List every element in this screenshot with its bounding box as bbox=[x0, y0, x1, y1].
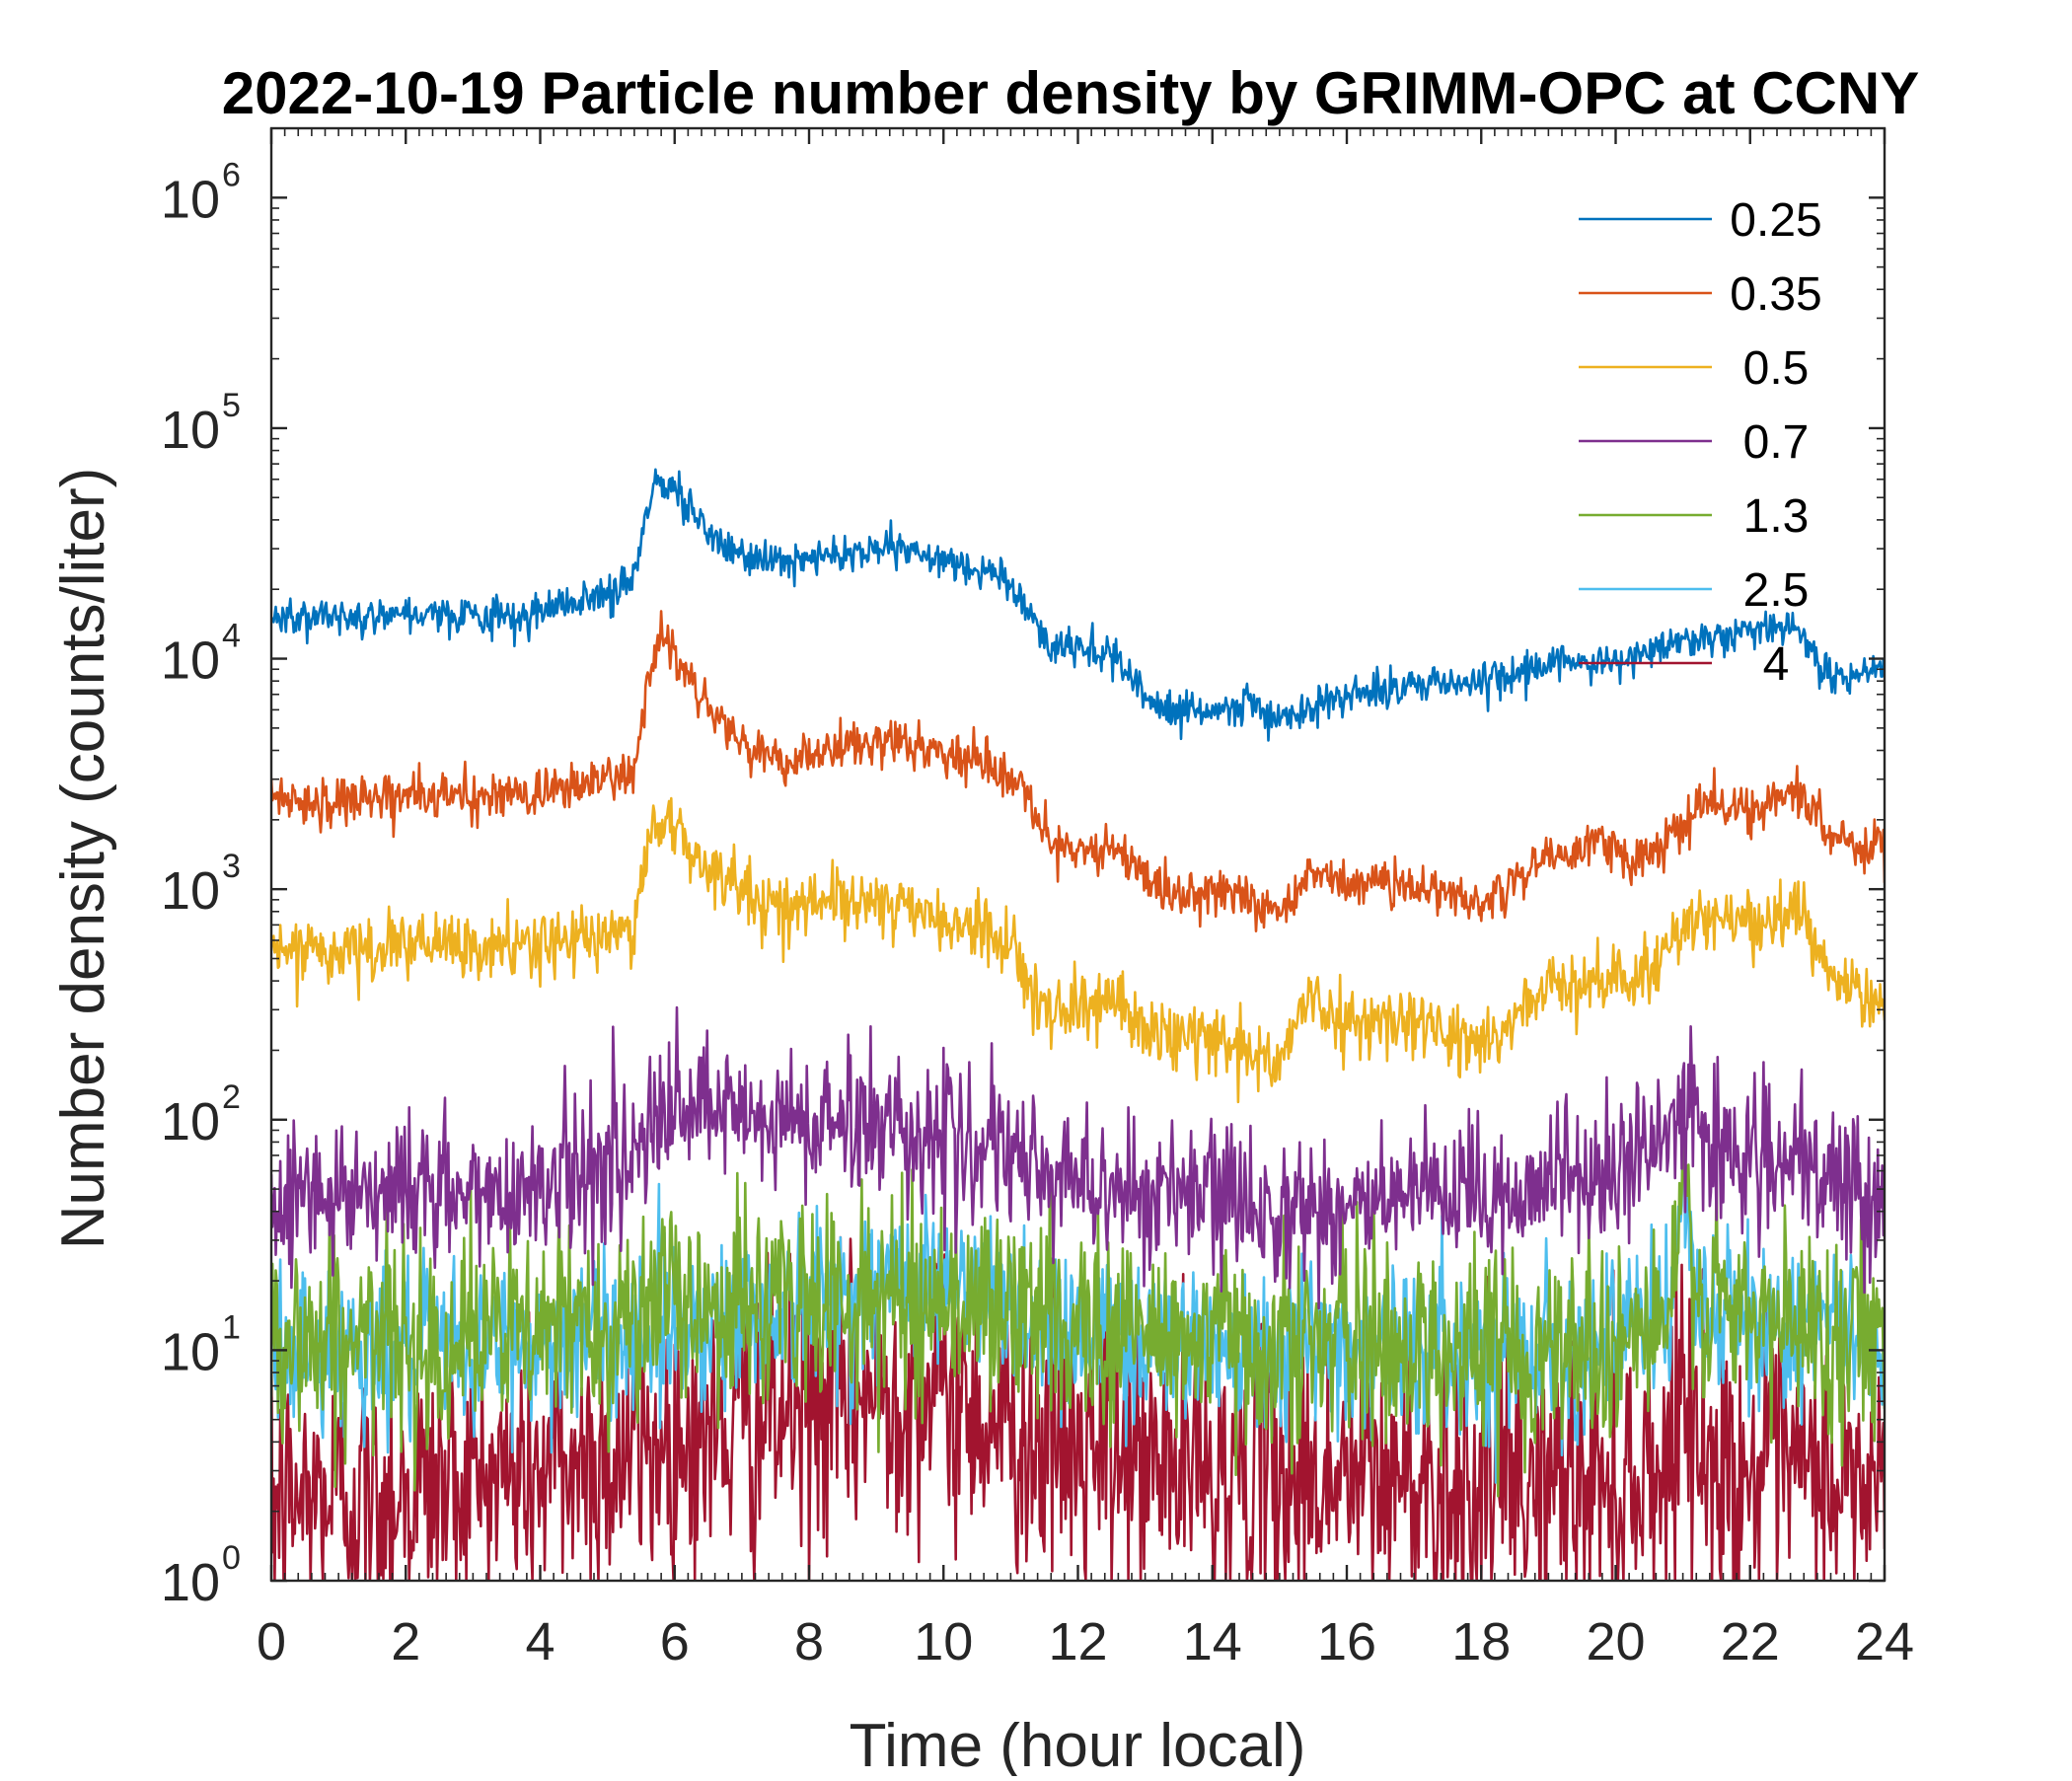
legend-label: 0.35 bbox=[1730, 268, 1821, 321]
legend-label: 2.5 bbox=[1743, 564, 1810, 617]
svg-text:0: 0 bbox=[222, 1539, 241, 1577]
series-line-4 bbox=[271, 1235, 1885, 1581]
legend-entry-1-3: 1.3 bbox=[1579, 490, 1809, 543]
legend-label: 0.25 bbox=[1730, 194, 1821, 247]
x-tick-label: 14 bbox=[1183, 1612, 1242, 1671]
legend-entry-0-35: 0.35 bbox=[1579, 268, 1822, 321]
legend-entry-0-7: 0.7 bbox=[1579, 416, 1809, 469]
x-tick-label: 10 bbox=[914, 1612, 973, 1671]
x-tick-label: 6 bbox=[660, 1612, 690, 1671]
svg-text:6: 6 bbox=[222, 156, 241, 193]
series-lines bbox=[271, 468, 1885, 1581]
x-tick-label: 12 bbox=[1048, 1612, 1107, 1671]
y-tick-label: 10 4 bbox=[161, 618, 241, 691]
svg-text:10: 10 bbox=[161, 631, 220, 691]
x-tick-label: 0 bbox=[257, 1612, 286, 1671]
x-tick-label: 20 bbox=[1586, 1612, 1645, 1671]
svg-text:4: 4 bbox=[222, 618, 241, 655]
series-line-1-3 bbox=[271, 1142, 1885, 1498]
svg-text:10: 10 bbox=[161, 861, 220, 921]
series-line-0-35 bbox=[271, 610, 1885, 932]
x-tick-label: 4 bbox=[525, 1612, 555, 1671]
legend-label: 4 bbox=[1763, 638, 1790, 691]
series-line-0-25 bbox=[271, 468, 1885, 742]
svg-text:10: 10 bbox=[161, 170, 220, 229]
chart-title: 2022-10-19 Particle number density by GR… bbox=[222, 60, 1920, 126]
svg-text:2: 2 bbox=[222, 1078, 241, 1116]
x-tick-label: 2 bbox=[391, 1612, 420, 1671]
x-tick-label: 22 bbox=[1721, 1612, 1780, 1671]
y-tick-label: 10 6 bbox=[161, 156, 241, 229]
x-axis-label: Time (hour local) bbox=[850, 1712, 1306, 1776]
y-axis-label: Number density (counts/liter) bbox=[49, 468, 117, 1250]
legend-entry-0-25: 0.25 bbox=[1579, 194, 1822, 247]
legend: 0.25 0.35 0.5 0.7 1.3 2.5 4 bbox=[1579, 194, 1822, 691]
svg-text:10: 10 bbox=[161, 401, 220, 460]
svg-text:5: 5 bbox=[222, 387, 241, 424]
legend-label: 0.5 bbox=[1743, 342, 1810, 395]
x-tick-label: 8 bbox=[794, 1612, 824, 1671]
legend-entry-4: 4 bbox=[1579, 638, 1789, 691]
y-tick-label: 10 3 bbox=[161, 848, 241, 921]
y-tick-label: 10 0 bbox=[161, 1539, 241, 1612]
legend-entry-2-5: 2.5 bbox=[1579, 564, 1809, 617]
y-tick-label: 10 2 bbox=[161, 1078, 241, 1151]
series-line-0-5 bbox=[271, 796, 1885, 1104]
x-tick-label: 16 bbox=[1317, 1612, 1376, 1671]
legend-label: 0.7 bbox=[1743, 416, 1810, 469]
y-tick-label: 10 5 bbox=[161, 387, 241, 460]
svg-text:3: 3 bbox=[222, 848, 241, 885]
y-tick-label: 10 1 bbox=[161, 1308, 241, 1381]
legend-entry-0-5: 0.5 bbox=[1579, 342, 1809, 395]
svg-text:10: 10 bbox=[161, 1322, 220, 1381]
series-line-0-7 bbox=[271, 1005, 1885, 1310]
legend-label: 1.3 bbox=[1743, 490, 1810, 543]
x-tick-label: 24 bbox=[1855, 1612, 1914, 1671]
svg-text:1: 1 bbox=[222, 1308, 241, 1346]
svg-text:10: 10 bbox=[161, 1092, 220, 1151]
svg-text:10: 10 bbox=[161, 1553, 220, 1612]
x-tick-label: 18 bbox=[1451, 1612, 1511, 1671]
